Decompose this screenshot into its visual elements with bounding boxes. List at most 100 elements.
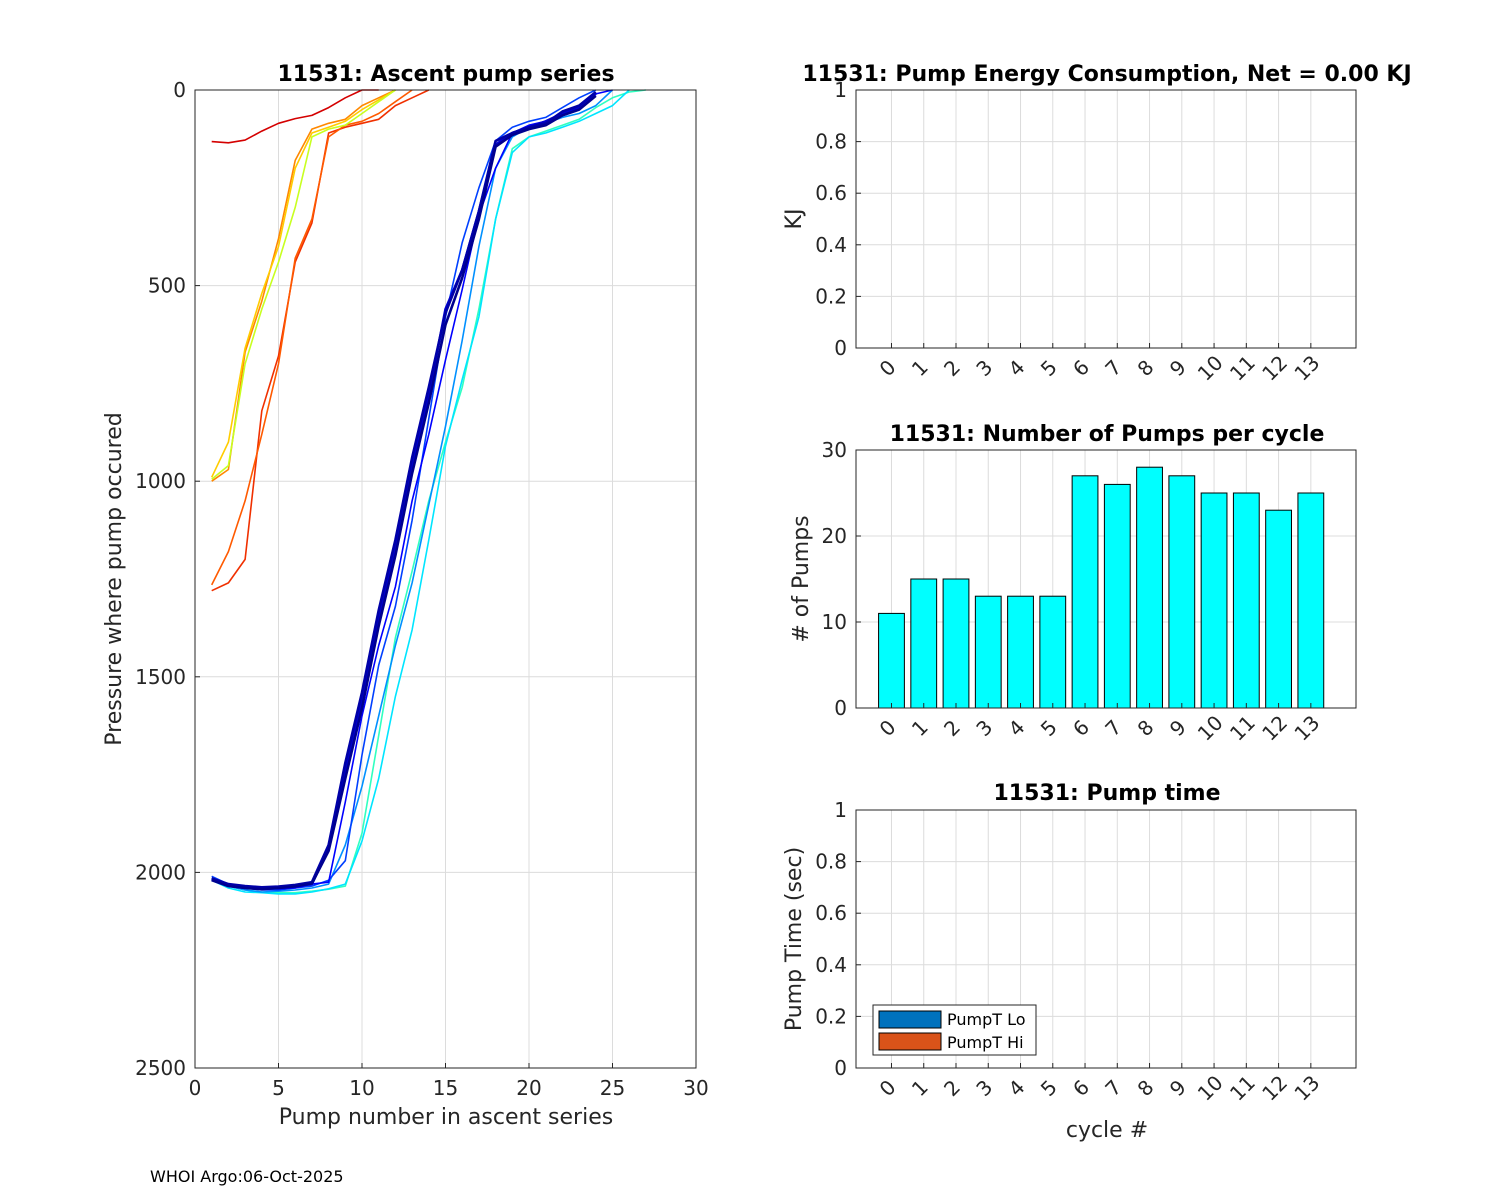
energy-y-tick-label: 0.2	[815, 284, 847, 308]
pumptime-x-tick-label: 0	[875, 1075, 901, 1101]
pumps-bar-cycle-5	[1039, 595, 1067, 709]
energy-x-tick-label: 3	[971, 355, 997, 381]
legend-swatch-hi	[878, 1032, 942, 1051]
pumps-bar-cycle-4	[1007, 595, 1034, 709]
ascent-x-tick-label: 0	[189, 1076, 202, 1100]
pumptime-y-tick-label: 0.8	[815, 850, 847, 874]
ascent-series-line-12	[211, 90, 597, 889]
ascent-x-tick-label: 30	[683, 1076, 708, 1100]
ascent-y-tick-label: 2000	[135, 860, 186, 884]
legend-label-lo: PumpT Lo	[947, 1010, 1026, 1029]
energy-x-tick-label: 10	[1193, 351, 1228, 386]
pumps-y-axis-label: # of Pumps	[789, 515, 814, 642]
pumptime-x-tick-label: 6	[1068, 1075, 1094, 1101]
energy-y-tick-label: 1	[834, 78, 847, 102]
pumptime-x-tick-label: 9	[1165, 1075, 1191, 1101]
pumps-x-tick-label: 9	[1165, 715, 1191, 741]
pumps-bar-cycle-7	[1103, 483, 1131, 709]
pumps-x-tick-label: 8	[1133, 715, 1159, 741]
pumptime-legend: PumpT Lo PumpT Hi	[872, 1004, 1037, 1056]
pumps-x-tick-label: 12	[1257, 711, 1292, 746]
energy-x-tick-label: 5	[1036, 355, 1062, 381]
energy-y-axis-label: KJ	[782, 209, 807, 230]
pumps-plot-title: 11531: Number of Pumps per cycle	[890, 422, 1325, 447]
pumps-bar-cycle-9	[1168, 475, 1196, 709]
pumps-x-tick-label: 1	[907, 715, 933, 741]
pumps-x-tick-label: 10	[1193, 711, 1228, 746]
pumps-bar-cycle-8	[1136, 466, 1163, 709]
pumps-bar-cycle-6	[1071, 475, 1099, 709]
energy-x-tick-label: 1	[907, 355, 933, 381]
ascent-y-tick-label: 500	[148, 274, 186, 298]
ascent-series-line-4	[210, 89, 396, 478]
ascent-series-line-9	[211, 89, 597, 891]
pumps-bar-cycle-1	[910, 578, 938, 709]
pumptime-x-tick-label: 12	[1257, 1071, 1292, 1106]
energy-y-tick-label: 0.4	[815, 233, 847, 257]
energy-y-tick-label: 0.8	[815, 130, 847, 154]
pumps-bar-cycle-2	[942, 578, 970, 709]
legend-swatch-lo	[878, 1010, 942, 1029]
energy-x-tick-label: 8	[1133, 355, 1159, 381]
ascent-y-tick-label: 0	[173, 78, 186, 102]
energy-x-tick-label: 2	[939, 355, 965, 381]
energy-x-tick-label: 12	[1257, 351, 1292, 386]
energy-plot-title: 11531: Pump Energy Consumption, Net = 0.…	[802, 62, 1411, 87]
energy-plot-frame	[855, 89, 1357, 349]
pumptime-y-tick-label: 1	[834, 798, 847, 822]
ascent-series-line-7	[211, 89, 630, 895]
pumps-bar-cycle-11	[1232, 492, 1260, 709]
ascent-pump-series-plot: 0 5 10 15 20 25 30 0 500 1000 1500 2000 2500 11531: …	[102, 62, 709, 1130]
pumps-y-tick-label: 10	[822, 610, 847, 634]
energy-x-tick-label: 7	[1100, 355, 1126, 381]
pumps-x-tick-label: 2	[939, 715, 965, 741]
pumptime-y-tick-label: 0.6	[815, 901, 847, 925]
pumps-x-tick-label: 4	[1004, 715, 1030, 741]
energy-y-tick-label: 0	[834, 336, 847, 360]
pumptime-x-tick-label: 11	[1225, 1071, 1260, 1106]
pumps-bar-cycle-10	[1200, 492, 1228, 709]
pumps-x-tick-label: 7	[1100, 715, 1126, 741]
pumptime-x-tick-label: 3	[971, 1075, 997, 1101]
pumps-x-tick-label: 11	[1225, 711, 1260, 746]
pumps-bar-cycle-0	[878, 612, 905, 709]
pumptime-x-tick-label: 7	[1100, 1075, 1126, 1101]
pumps-bar-cycle-12	[1265, 509, 1292, 709]
pumptime-x-tick-label: 4	[1004, 1075, 1030, 1101]
energy-x-tick-label: 6	[1068, 355, 1094, 381]
pumptime-y-tick-label: 0.2	[815, 1004, 847, 1028]
pumptime-x-tick-label: 2	[939, 1075, 965, 1101]
ascent-x-tick-label: 15	[433, 1076, 458, 1100]
pumps-x-tick-label: 13	[1289, 711, 1324, 746]
pumptime-plot-frame	[855, 809, 1357, 1069]
ascent-series-line-3	[211, 89, 396, 482]
pumptime-x-axis-label: cycle #	[1066, 1118, 1148, 1143]
pumps-bar-cycle-13	[1297, 492, 1325, 709]
ascent-y-axis-label: Pressure where pump occured	[102, 412, 127, 745]
energy-x-tick-label: 9	[1165, 355, 1191, 381]
pumptime-x-tick-label: 13	[1289, 1071, 1324, 1106]
pumps-y-tick-label: 30	[822, 438, 847, 462]
legend-label-hi: PumpT Hi	[947, 1033, 1024, 1052]
pumptime-y-tick-label: 0.4	[815, 953, 847, 977]
energy-x-tick-label: 4	[1004, 355, 1030, 381]
ascent-series-line-6	[211, 89, 646, 894]
energy-x-tick-label: 0	[875, 355, 901, 381]
pumps-plot-frame	[855, 449, 1357, 709]
pumps-x-tick-label: 6	[1068, 715, 1094, 741]
pumptime-x-tick-label: 10	[1193, 1071, 1228, 1106]
pumps-x-tick-label: 0	[875, 715, 901, 741]
ascent-y-tick-label: 2500	[135, 1056, 186, 1080]
pumptime-x-tick-label: 1	[907, 1075, 933, 1101]
ascent-x-tick-label: 10	[349, 1076, 374, 1100]
ascent-x-tick-label: 5	[272, 1076, 285, 1100]
energy-x-tick-label: 11	[1225, 351, 1260, 386]
ascent-series-line-5	[211, 89, 396, 480]
pumps-bar-cycle-3	[974, 595, 1002, 709]
energy-plot-area	[856, 90, 1356, 348]
pumps-x-tick-label: 3	[971, 715, 997, 741]
